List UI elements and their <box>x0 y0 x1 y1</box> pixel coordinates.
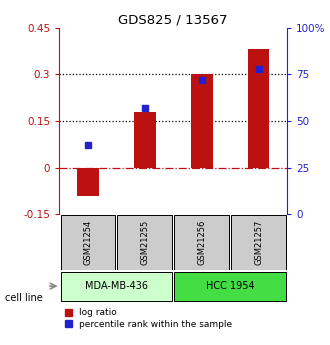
FancyBboxPatch shape <box>174 272 286 302</box>
Bar <box>134 112 156 168</box>
Text: GSM21257: GSM21257 <box>254 220 263 265</box>
FancyBboxPatch shape <box>231 215 286 270</box>
FancyBboxPatch shape <box>117 215 172 270</box>
Text: cell line: cell line <box>5 294 43 303</box>
Bar <box>191 74 213 168</box>
Text: MDA-MB-436: MDA-MB-436 <box>85 281 148 291</box>
Title: GDS825 / 13567: GDS825 / 13567 <box>118 13 228 27</box>
Legend: log ratio, percentile rank within the sample: log ratio, percentile rank within the sa… <box>64 308 233 330</box>
FancyBboxPatch shape <box>60 272 172 302</box>
Text: HCC 1954: HCC 1954 <box>206 281 254 291</box>
Bar <box>77 168 99 196</box>
Text: GSM21254: GSM21254 <box>83 220 92 265</box>
Bar <box>248 49 270 168</box>
FancyBboxPatch shape <box>60 215 115 270</box>
Text: GSM21255: GSM21255 <box>140 220 149 265</box>
Text: GSM21256: GSM21256 <box>197 220 206 265</box>
FancyBboxPatch shape <box>174 215 229 270</box>
